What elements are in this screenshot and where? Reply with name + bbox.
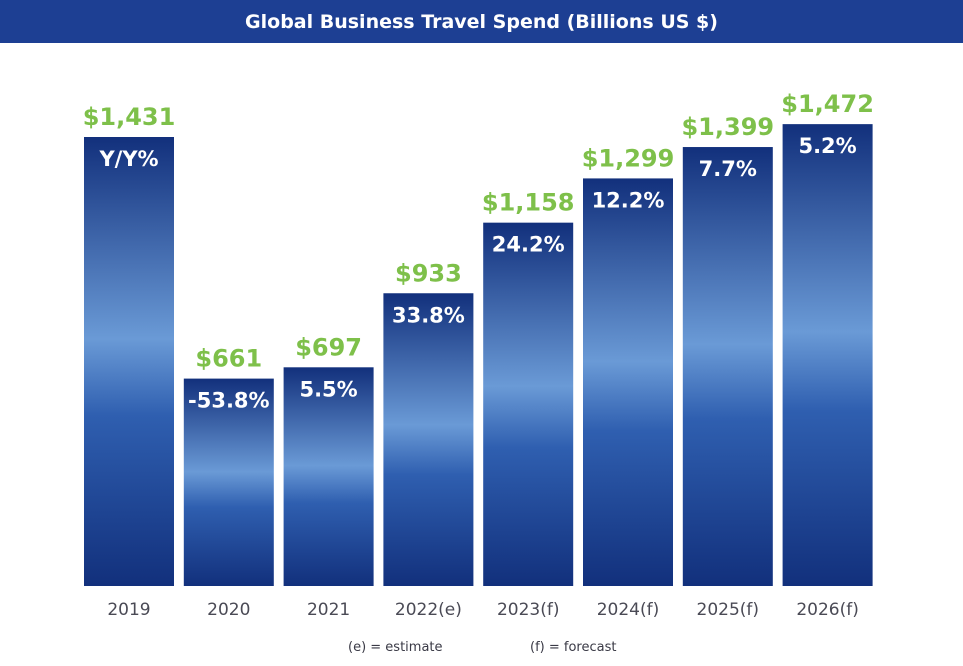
value-label: $1,158	[482, 189, 575, 217]
year-label: 2025(f)	[697, 600, 760, 620]
growth-label: Y/Y%	[98, 147, 158, 171]
year-label: 2022(e)	[395, 600, 462, 620]
value-label: $1,399	[681, 113, 774, 141]
value-label: $933	[395, 259, 462, 287]
value-label: $1,431	[83, 103, 176, 131]
bar-2019	[84, 137, 174, 586]
year-label: 2023(f)	[497, 600, 560, 620]
bar-2025(f)	[682, 147, 773, 586]
year-label: 2020	[207, 600, 250, 620]
chart-title: Global Business Travel Spend (Billions U…	[245, 10, 718, 33]
growth-label: 33.8%	[392, 303, 465, 327]
chart-title-bar: Global Business Travel Spend (Billions U…	[0, 0, 963, 43]
value-label: $1,472	[781, 90, 874, 118]
year-label: 2024(f)	[597, 600, 660, 620]
growth-label: 12.2%	[592, 188, 665, 212]
growth-label: 24.2%	[492, 233, 565, 257]
growth-label: -53.8%	[188, 389, 270, 413]
bar-chart: $1,431 Y/Y% 2019 $661 -53.8% 2020 $697 5.5% 2021…	[83, 90, 874, 620]
year-label: 2021	[307, 600, 350, 620]
growth-label: 5.2%	[798, 134, 856, 158]
growth-label: 7.7%	[699, 157, 757, 181]
bar-2022(e)	[383, 293, 474, 586]
growth-label: 5.5%	[299, 377, 357, 401]
value-label: $697	[295, 333, 362, 361]
bar-2020	[183, 378, 274, 586]
year-label: 2026(f)	[796, 600, 859, 620]
year-label: 2019	[107, 600, 150, 620]
value-label: $661	[195, 345, 262, 373]
value-label: $1,299	[582, 144, 675, 172]
bar-2024(f)	[583, 178, 673, 587]
estimate-note: (e) = estimate	[348, 640, 443, 655]
bar-2021	[283, 367, 374, 586]
bar-2023(f)	[483, 222, 574, 587]
bar-2026(f)	[782, 124, 873, 587]
forecast-note: (f) = forecast	[530, 640, 617, 655]
